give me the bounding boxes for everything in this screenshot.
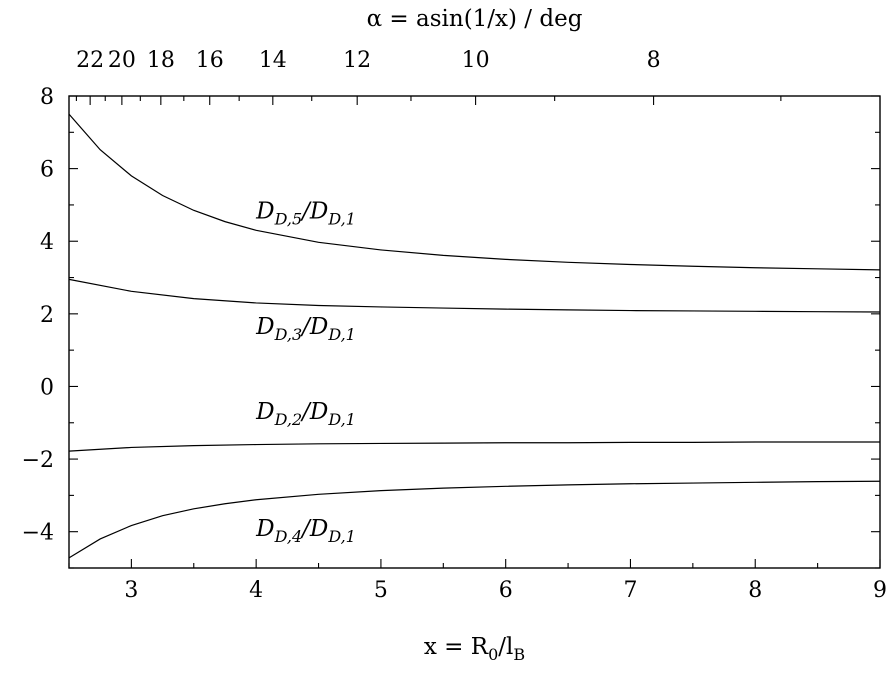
curves-group — [68, 113, 881, 559]
x-tick-label: 8 — [748, 578, 762, 603]
x2-axis-label: α = asin(1/x) / deg — [367, 6, 583, 32]
y-tick-label: 6 — [40, 158, 54, 183]
x-tick-label: 7 — [623, 578, 637, 603]
series-line — [68, 480, 881, 559]
x2-tick-label: 14 — [259, 48, 287, 73]
ticks-group — [68, 95, 881, 569]
x2-tick-label: 16 — [196, 48, 224, 73]
y-tick-label: 8 — [40, 85, 54, 110]
x2-tick-label: 22 — [76, 48, 104, 73]
x-tick-label: 4 — [249, 578, 263, 603]
x-tick-label: 6 — [499, 578, 513, 603]
x-tick-label: 5 — [374, 578, 388, 603]
x2-tick-label: 8 — [647, 48, 661, 73]
series-annotation: DD,5​/DD,1​ — [255, 199, 356, 229]
series-annotation: DD,4​/DD,1​ — [255, 516, 356, 546]
x-axis-label: x = R0​/lB​ — [424, 634, 525, 664]
series-line — [68, 113, 881, 271]
y-tick-label: 0 — [40, 375, 54, 400]
y-tick-label: −2 — [22, 448, 54, 473]
x2-tick-label: 12 — [343, 48, 371, 73]
plot-frame-group — [68, 95, 881, 569]
series-annotation: DD,2​/DD,1​ — [255, 399, 356, 429]
series-line — [68, 278, 881, 313]
x2-tick-label: 10 — [462, 48, 490, 73]
plot-frame — [68, 95, 881, 569]
y-tick-label: −4 — [22, 521, 54, 546]
x2-tick-label: 20 — [108, 48, 136, 73]
series-annotation: DD,3​/DD,1​ — [255, 314, 356, 344]
y-tick-label: 2 — [40, 303, 54, 328]
x2-tick-label: 18 — [147, 48, 175, 73]
series-line — [68, 441, 880, 452]
y-tick-label: 4 — [40, 230, 54, 255]
x-tick-label: 3 — [124, 578, 138, 603]
x-tick-label: 9 — [873, 578, 887, 603]
labels-group: 345678986420−2−4222018161412108DD,5​/DD,… — [22, 6, 887, 664]
